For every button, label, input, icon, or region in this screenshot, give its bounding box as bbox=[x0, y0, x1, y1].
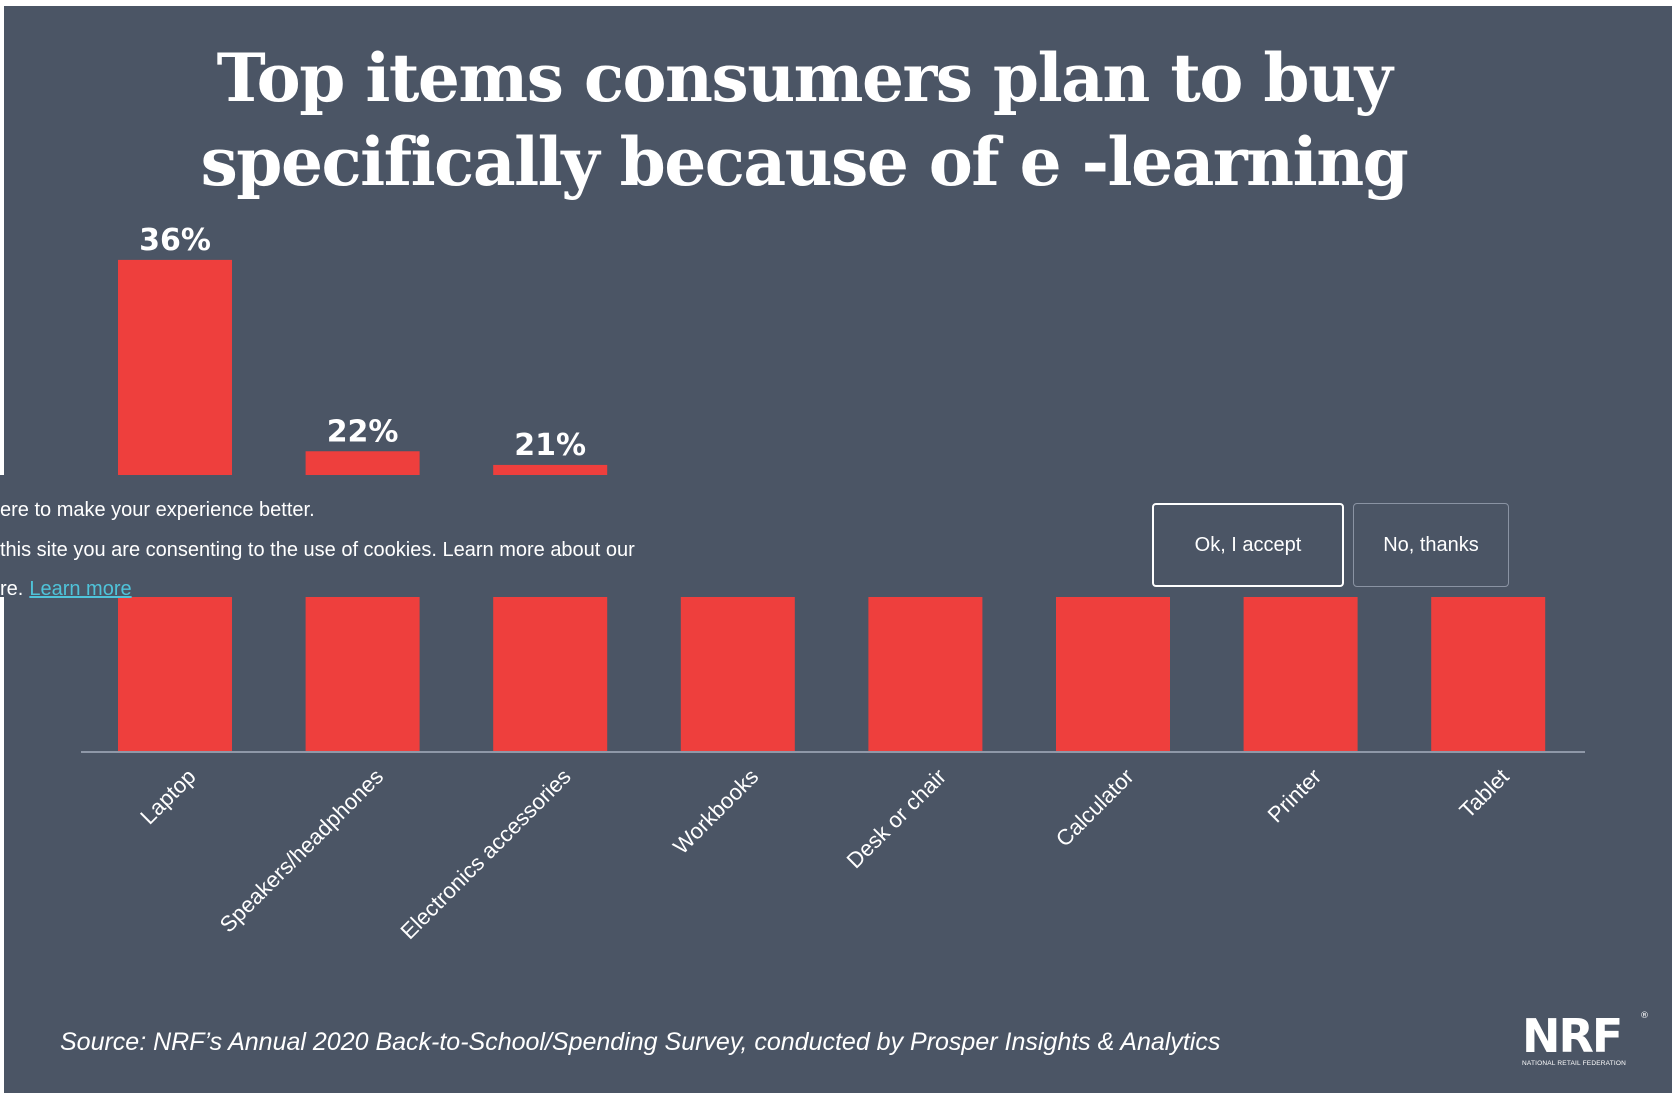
x-tick-label: Speakers/headphones bbox=[215, 764, 388, 937]
nrf-logo-registered-mark: ® bbox=[1640, 1011, 1649, 1021]
x-tick-label: Electronics accessories bbox=[396, 764, 576, 944]
chart-title-line-1: Top items consumers plan to buy bbox=[216, 39, 1393, 117]
source-note: Source: NRF’s Annual 2020 Back-to-School… bbox=[60, 1028, 1221, 1056]
cookie-message-line-2: this site you are consenting to the use … bbox=[0, 539, 635, 561]
decline-cookies-button[interactable]: No, thanks bbox=[1353, 503, 1509, 587]
x-tick-label: Calculator bbox=[1051, 764, 1139, 852]
cookie-message-line-1: ere to make your experience better. bbox=[0, 499, 315, 521]
chart-title: Top items consumers plan to buy specific… bbox=[4, 36, 1604, 204]
nrf-logo: NRF NATIONAL RETAIL FEDERATION ® bbox=[1522, 1009, 1649, 1069]
chart-title-line-2: specifically because of e -learning bbox=[200, 123, 1409, 201]
x-tick-label: Workbooks bbox=[668, 764, 763, 859]
cookie-message-line-3-text: re. bbox=[0, 578, 24, 600]
nrf-logo-tagline: NATIONAL RETAIL FEDERATION bbox=[1522, 1060, 1627, 1067]
accept-cookies-button[interactable]: Ok, I accept bbox=[1152, 503, 1344, 587]
x-tick-label: Printer bbox=[1263, 764, 1326, 827]
x-tick-label: Desk or chair bbox=[842, 764, 951, 873]
data-label: 21% bbox=[514, 428, 586, 463]
nrf-logo-mark: NRF bbox=[1522, 1009, 1623, 1063]
x-tick-label: Laptop bbox=[135, 764, 200, 829]
cookie-banner: ere to make your experience better. this… bbox=[0, 475, 1672, 600]
data-label: 22% bbox=[327, 414, 399, 449]
learn-more-link[interactable]: Learn more bbox=[29, 578, 132, 600]
x-tick-label: Tablet bbox=[1455, 764, 1514, 823]
data-label: 36% bbox=[139, 223, 211, 258]
cookie-message-line-3: re. Learn more bbox=[0, 578, 132, 601]
